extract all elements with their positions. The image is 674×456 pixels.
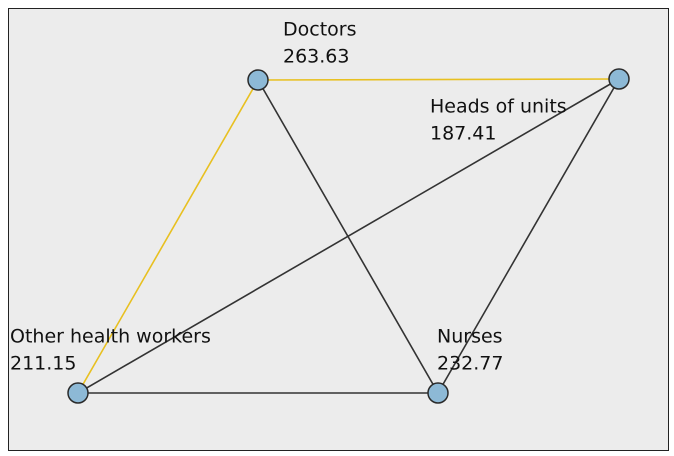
node-label: Nurses xyxy=(437,326,503,348)
node xyxy=(67,382,89,404)
node-value: 263.63 xyxy=(283,46,349,68)
node xyxy=(427,382,449,404)
node-value: 187.41 xyxy=(430,123,496,145)
node-value: 232.77 xyxy=(437,353,503,375)
edge xyxy=(77,78,620,394)
edge xyxy=(437,78,620,394)
node-label: Heads of units xyxy=(430,96,567,118)
frame xyxy=(8,8,669,451)
edge xyxy=(77,79,259,394)
node xyxy=(608,68,630,90)
node xyxy=(247,69,269,91)
edge xyxy=(257,78,620,81)
node-label: Other health workers xyxy=(10,326,211,348)
edges xyxy=(77,78,620,394)
node-label: Doctors xyxy=(283,19,357,41)
nodes: Doctors 263.63 Heads of units 187.41 Other h… xyxy=(10,19,630,404)
node-value: 211.15 xyxy=(10,353,76,375)
